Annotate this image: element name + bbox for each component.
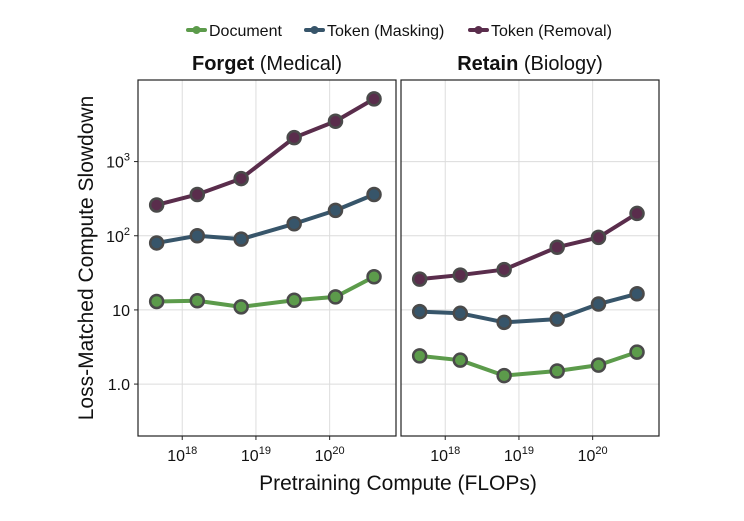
gridlines <box>401 80 659 436</box>
x-tick-base: 10 <box>578 448 596 465</box>
data-point <box>411 271 428 287</box>
data-point <box>327 202 344 219</box>
data-point <box>452 305 469 322</box>
y-tick-exp: 2 <box>124 226 130 238</box>
series-token-masking <box>411 286 645 331</box>
data-point <box>148 235 165 251</box>
legend-item-token-removal: Token (Removal) <box>468 23 612 40</box>
legend-label: Document <box>209 23 282 40</box>
data-point <box>233 170 249 187</box>
y-tick-label: 1.0 <box>108 377 130 394</box>
x-axis-label: Pretraining Compute (FLOPs) <box>259 472 537 495</box>
x-tick-exp: 19 <box>259 445 271 457</box>
panel-frame <box>400 79 660 437</box>
panel-title-bold: Forget <box>192 53 255 75</box>
legend-marker <box>310 26 319 34</box>
series-line <box>156 97 376 207</box>
data-point <box>366 186 382 203</box>
x-tick-base: 10 <box>241 448 259 465</box>
data-point <box>327 289 344 305</box>
y-tick-label: 103 <box>106 152 130 172</box>
y-tick-base: 10 <box>106 229 124 246</box>
data-point <box>233 299 249 315</box>
data-point <box>452 352 469 368</box>
chart-panels: Forget (Medical)1018 1019 10201.010102103R… <box>106 53 660 465</box>
panel-title-rest: (Medical) <box>254 53 342 75</box>
x-tick-label: 1018 <box>430 445 460 465</box>
gridlines <box>138 80 396 436</box>
legend-item-token-masking: Token (Masking) <box>304 23 444 40</box>
data-point <box>411 348 428 364</box>
data-point <box>286 216 302 232</box>
panel-title: Retain (Biology) <box>457 53 603 75</box>
x-tick-exp: 20 <box>595 445 607 457</box>
x-tick-label: 1020 <box>315 445 345 465</box>
x-tick-label: 1019 <box>241 445 271 465</box>
data-point <box>189 228 206 244</box>
x-tick-exp: 19 <box>522 445 534 457</box>
x-tick-base: 10 <box>430 448 448 465</box>
series-document <box>148 269 382 315</box>
data-point <box>549 239 565 255</box>
legend-marker <box>474 26 483 34</box>
data-point <box>286 129 302 146</box>
y-tick-base: 10 <box>106 155 124 172</box>
data-point <box>496 314 512 331</box>
series-document <box>411 344 645 384</box>
x-tick-label: 1020 <box>578 445 608 465</box>
data-point <box>286 292 302 309</box>
x-tick-base: 10 <box>315 448 333 465</box>
series-line <box>156 274 375 309</box>
legend-label: Token (Removal) <box>491 23 612 40</box>
panel-title-rest: (Biology) <box>518 53 602 75</box>
data-point <box>590 357 607 373</box>
y-tick-label: 102 <box>106 226 130 246</box>
x-tick-exp: 18 <box>185 445 197 457</box>
y-tick-label: 10 <box>112 303 130 320</box>
data-point <box>496 367 512 384</box>
data-point <box>590 296 607 312</box>
data-point <box>549 311 565 327</box>
data-point <box>189 292 206 309</box>
data-point <box>366 269 382 285</box>
y-tick-exp: 3 <box>124 152 130 164</box>
data-point <box>629 344 645 360</box>
legend-label: Token (Masking) <box>327 23 444 40</box>
data-point <box>590 229 607 246</box>
panel-retain: Retain (Biology)1018 1019 1020 <box>400 53 660 465</box>
panel-frame <box>137 79 397 437</box>
x-tick-base: 10 <box>504 448 522 465</box>
data-point <box>549 363 565 379</box>
data-point <box>148 293 165 310</box>
y-axis-label: Loss-Matched Compute Slowdown <box>75 96 98 421</box>
panel-title: Forget (Medical) <box>192 53 342 75</box>
panel-title-bold: Retain <box>457 53 518 75</box>
data-point <box>629 205 645 222</box>
series-line <box>419 211 639 282</box>
series-token-removal <box>411 205 645 287</box>
data-point <box>327 113 344 129</box>
data-point <box>366 91 382 107</box>
data-point <box>189 186 206 203</box>
data-point <box>148 197 165 213</box>
x-tick-exp: 18 <box>448 445 460 457</box>
x-tick-label: 1019 <box>504 445 534 465</box>
series-token-masking <box>148 186 382 251</box>
x-tick-exp: 20 <box>332 445 344 457</box>
series-token-removal <box>148 91 382 213</box>
legend-item-document: Document <box>186 23 282 40</box>
x-tick-label: 1018 <box>167 445 197 465</box>
data-point <box>452 267 469 283</box>
data-point <box>496 261 512 278</box>
data-point <box>629 286 645 302</box>
legend-marker <box>192 26 201 34</box>
x-tick-base: 10 <box>167 448 185 465</box>
data-point <box>411 303 428 320</box>
legend: Document Token (Masking) Token (Removal) <box>186 23 612 40</box>
data-point <box>233 231 249 247</box>
